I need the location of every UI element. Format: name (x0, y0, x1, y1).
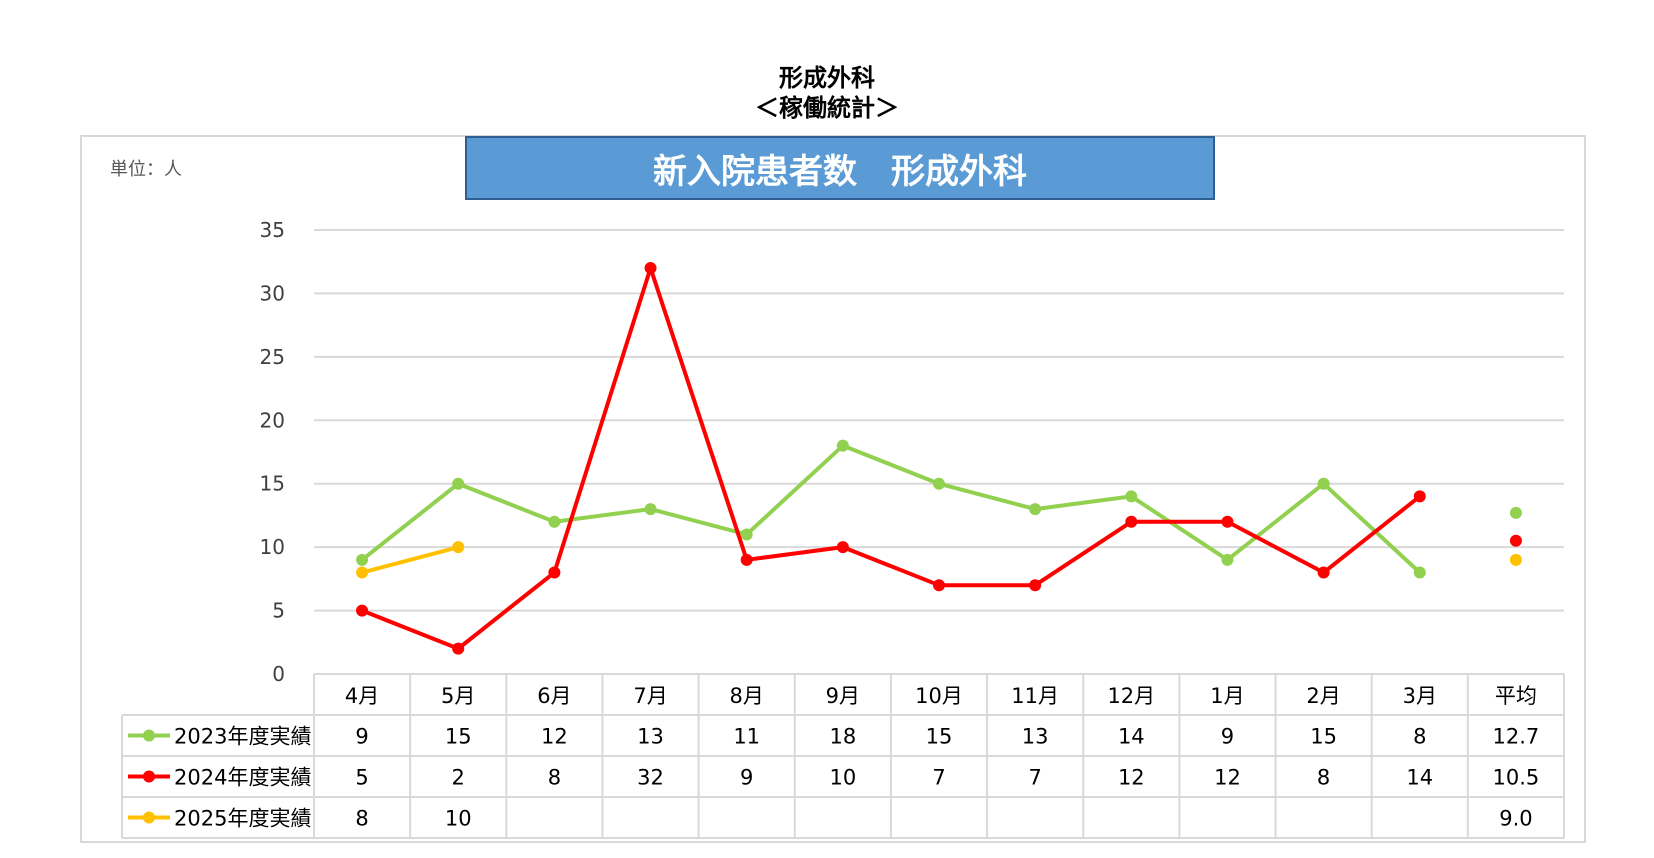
table-cell-value: 12 (1118, 766, 1145, 790)
y-tick-label: 30 (260, 281, 285, 305)
table-cell-value: 15 (926, 725, 953, 749)
data-point (644, 262, 657, 275)
average-point (1509, 506, 1522, 519)
data-point (548, 515, 561, 528)
table-cell-value: 13 (637, 725, 664, 749)
table-cell-value: 8 (1317, 766, 1330, 790)
y-tick-label: 5 (272, 599, 285, 623)
data-point (1029, 579, 1042, 592)
page-subtitle: ＜稼働統計＞ (755, 94, 899, 122)
table-cell-value: 9 (355, 725, 368, 749)
unit-label: 単位：人 (110, 159, 182, 180)
legend-key-marker (143, 770, 155, 783)
x-tick-label: 6月 (537, 684, 571, 708)
legend-entry: 2024年度実績 (174, 766, 311, 790)
data-point (1125, 515, 1138, 528)
table-cell-average: 10.5 (1493, 766, 1540, 790)
table-cell-value: 15 (1310, 725, 1337, 749)
data-point (644, 503, 657, 516)
x-tick-label: 5月 (441, 684, 475, 708)
series-line (361, 266, 1422, 651)
table-cell-value: 2 (452, 766, 465, 790)
table-cell-value: 14 (1406, 766, 1433, 790)
table-cell-value: 7 (932, 766, 945, 790)
table-cell-value: 12 (541, 725, 568, 749)
table-cell-value: 32 (637, 766, 664, 790)
legend-key-marker (143, 729, 155, 742)
average-point (1509, 553, 1522, 566)
x-tick-label: 12月 (1107, 684, 1155, 708)
series-line (361, 545, 459, 575)
x-tick-label: 11月 (1011, 684, 1059, 708)
data-point (356, 553, 369, 566)
average-point (1509, 534, 1522, 547)
x-tick-label: 1月 (1210, 684, 1244, 708)
legend-entry: 2023年度実績 (174, 725, 311, 749)
data-point (1221, 515, 1234, 528)
x-tick-label: 3月 (1403, 684, 1437, 708)
table-cell-value: 9 (1221, 725, 1234, 749)
data-point (1029, 503, 1042, 516)
table-cell-value: 14 (1118, 725, 1145, 749)
chart-title: 新入院患者数 形成外科 (465, 136, 1215, 200)
x-tick-label: 平均 (1495, 684, 1537, 708)
table-cell-value: 5 (355, 766, 368, 790)
x-tick-label: 7月 (633, 684, 667, 708)
data-point (836, 439, 849, 452)
x-tick-label: 8月 (730, 684, 764, 708)
data-point (1125, 490, 1138, 503)
y-tick-label: 35 (260, 218, 285, 242)
data-point (1317, 477, 1330, 490)
data-point (836, 541, 849, 554)
data-point (933, 477, 945, 490)
table-cell-value: 10 (445, 807, 472, 831)
data-point (548, 566, 561, 579)
table-cell-value: 11 (733, 725, 760, 749)
data-point (356, 604, 369, 617)
data-point (740, 553, 753, 566)
page-title: 形成外科 (779, 64, 875, 92)
table-cell-value: 10 (829, 766, 856, 790)
legend-key-marker (143, 811, 155, 824)
data-point (452, 477, 465, 490)
series-line (360, 443, 1422, 574)
table-cell-value: 18 (829, 725, 856, 749)
y-tick-label: 10 (260, 535, 285, 559)
table-cell-value: 9 (740, 766, 753, 790)
x-tick-label: 10月 (915, 684, 963, 708)
data-point (740, 528, 753, 541)
x-tick-label: 2月 (1306, 684, 1340, 708)
y-tick-label: 20 (260, 408, 285, 432)
x-tick-label: 9月 (826, 684, 860, 708)
legend-entry: 2025年度実績 (174, 807, 311, 831)
y-tick-label: 25 (260, 345, 285, 369)
table-cell-value: 12 (1214, 766, 1241, 790)
y-tick-label: 15 (260, 472, 285, 496)
table-cell-value: 8 (1413, 725, 1426, 749)
data-point (452, 541, 465, 554)
data-point (356, 566, 369, 579)
y-tick-label: 0 (272, 662, 285, 686)
table-cell-value: 8 (355, 807, 368, 831)
table-cell-average: 12.7 (1493, 725, 1540, 749)
data-point (1413, 566, 1426, 579)
x-tick-label: 4月 (345, 684, 379, 708)
data-point (1413, 490, 1426, 503)
data-point (1221, 553, 1234, 566)
data-point (1317, 566, 1330, 579)
table-cell-value: 8 (548, 766, 561, 790)
data-point (933, 579, 945, 592)
table-cell-value: 13 (1022, 725, 1049, 749)
table-cell-average: 9.0 (1499, 807, 1532, 831)
table-cell-value: 15 (445, 725, 472, 749)
table-cell-value: 7 (1028, 766, 1041, 790)
data-point (452, 642, 465, 655)
